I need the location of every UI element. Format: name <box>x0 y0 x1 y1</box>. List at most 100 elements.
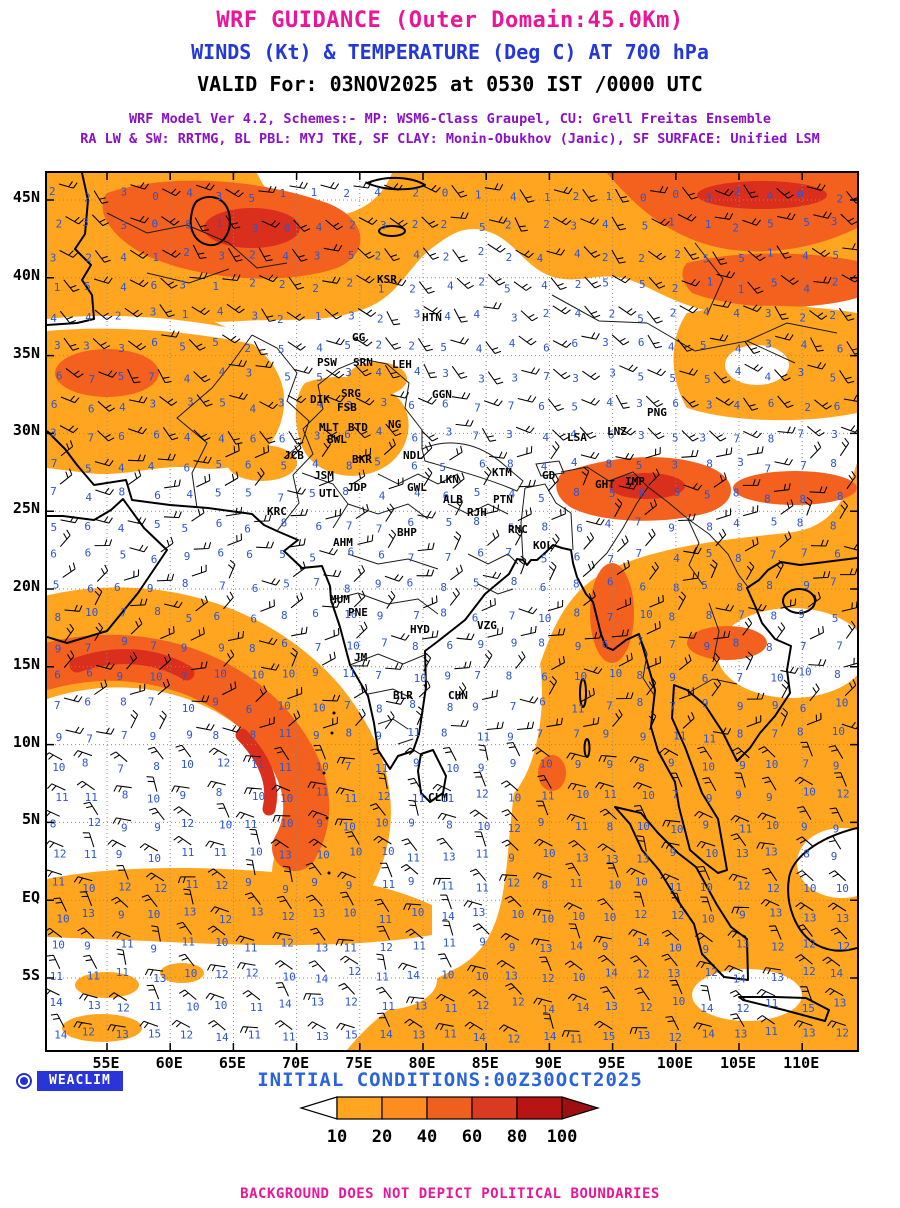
svg-text:6: 6 <box>244 523 251 536</box>
station-label-BKR: BKR <box>352 453 372 466</box>
svg-text:3: 3 <box>511 312 518 325</box>
svg-text:8: 8 <box>706 458 713 471</box>
svg-text:7: 7 <box>607 553 614 566</box>
station-label-PNE: PNE <box>348 606 368 619</box>
svg-text:8: 8 <box>673 581 680 594</box>
svg-text:3: 3 <box>737 456 744 469</box>
station-label-NDL: NDL <box>403 449 423 462</box>
svg-text:4: 4 <box>282 250 289 263</box>
svg-text:13: 13 <box>279 849 292 862</box>
svg-text:4: 4 <box>379 490 386 503</box>
svg-text:7: 7 <box>474 669 481 682</box>
legend-colorbar: 10 20 40 60 80 100 <box>299 1096 601 1147</box>
svg-text:5: 5 <box>185 219 192 232</box>
lon-tick-80E: 80E <box>408 1054 436 1072</box>
svg-text:3: 3 <box>348 310 355 323</box>
svg-text:7: 7 <box>669 700 676 713</box>
svg-text:2: 2 <box>312 282 319 295</box>
svg-text:3: 3 <box>179 278 186 291</box>
svg-text:11: 11 <box>441 792 454 805</box>
station-label-FSB: FSB <box>337 401 357 414</box>
svg-text:10: 10 <box>52 761 65 774</box>
svg-text:9: 9 <box>735 789 742 802</box>
svg-text:10: 10 <box>542 847 555 860</box>
model-config-line-2: RA LW & SW: RRTMG, BL PBL: MYJ TKE, SF C… <box>80 131 820 147</box>
svg-text:5: 5 <box>182 522 189 535</box>
svg-text:2: 2 <box>732 221 739 234</box>
svg-text:3: 3 <box>150 397 157 410</box>
svg-text:2: 2 <box>249 249 256 262</box>
station-label-PNG: PNG <box>647 406 667 419</box>
svg-text:10: 10 <box>541 912 554 925</box>
svg-text:5: 5 <box>669 372 676 385</box>
svg-text:7: 7 <box>635 516 642 529</box>
svg-text:7: 7 <box>445 551 452 564</box>
svg-text:10: 10 <box>803 882 816 895</box>
svg-text:8: 8 <box>440 581 447 594</box>
svg-text:6: 6 <box>51 398 58 411</box>
svg-text:11: 11 <box>342 667 355 680</box>
svg-text:4: 4 <box>510 191 517 204</box>
legend-right-arrow <box>561 1096 601 1120</box>
svg-text:5: 5 <box>216 458 223 471</box>
lat-tick-35N: 35N <box>12 343 40 362</box>
svg-text:6: 6 <box>154 489 161 502</box>
svg-text:4: 4 <box>218 432 225 445</box>
svg-text:5: 5 <box>84 280 91 293</box>
svg-text:5: 5 <box>639 278 646 291</box>
svg-text:14: 14 <box>54 1028 68 1041</box>
svg-text:11: 11 <box>214 846 227 859</box>
svg-text:11: 11 <box>476 882 489 895</box>
svg-text:7: 7 <box>573 728 580 741</box>
svg-text:8: 8 <box>736 581 743 594</box>
svg-text:7: 7 <box>836 640 843 653</box>
svg-text:7: 7 <box>346 520 353 533</box>
svg-text:12: 12 <box>508 822 521 835</box>
svg-text:5: 5 <box>504 283 511 296</box>
svg-text:10: 10 <box>832 725 845 738</box>
svg-text:5: 5 <box>120 549 127 562</box>
svg-text:6: 6 <box>118 430 125 443</box>
svg-text:5: 5 <box>281 460 288 473</box>
svg-text:4: 4 <box>414 365 421 378</box>
svg-text:5: 5 <box>703 253 710 266</box>
svg-text:3: 3 <box>831 215 838 228</box>
svg-text:12: 12 <box>507 877 520 890</box>
svg-text:0: 0 <box>152 218 159 231</box>
svg-text:6: 6 <box>250 432 257 445</box>
svg-text:11: 11 <box>703 733 716 746</box>
svg-text:7: 7 <box>800 459 807 472</box>
svg-text:4: 4 <box>767 189 774 202</box>
svg-text:10: 10 <box>642 789 655 802</box>
svg-text:9: 9 <box>282 883 289 896</box>
svg-text:8: 8 <box>542 521 549 534</box>
lon-tick-110E: 110E <box>783 1054 820 1072</box>
svg-text:7: 7 <box>637 635 644 648</box>
svg-text:10: 10 <box>414 672 427 685</box>
svg-text:12: 12 <box>541 972 554 985</box>
svg-text:2: 2 <box>376 338 383 351</box>
svg-text:10: 10 <box>149 671 162 684</box>
svg-text:4: 4 <box>413 249 420 262</box>
svg-text:6: 6 <box>153 428 160 441</box>
svg-text:5: 5 <box>439 461 446 474</box>
svg-text:7: 7 <box>345 760 352 773</box>
svg-text:10: 10 <box>181 758 194 771</box>
svg-text:4: 4 <box>120 251 127 264</box>
svg-text:6: 6 <box>279 432 286 445</box>
svg-text:3: 3 <box>706 399 713 412</box>
svg-text:10: 10 <box>635 876 648 889</box>
svg-text:7: 7 <box>148 696 155 709</box>
svg-text:5: 5 <box>179 340 186 353</box>
svg-text:10: 10 <box>219 818 232 831</box>
svg-text:7: 7 <box>830 576 837 589</box>
svg-text:10: 10 <box>312 701 325 714</box>
svg-text:10: 10 <box>765 758 778 771</box>
svg-text:6: 6 <box>378 549 385 562</box>
svg-text:3: 3 <box>83 340 90 353</box>
svg-text:5: 5 <box>245 486 252 499</box>
station-label-LSA: LSA <box>567 431 587 444</box>
brand-name: WEACLIM <box>37 1071 123 1091</box>
svg-text:8: 8 <box>706 520 713 533</box>
svg-text:10: 10 <box>280 817 293 830</box>
